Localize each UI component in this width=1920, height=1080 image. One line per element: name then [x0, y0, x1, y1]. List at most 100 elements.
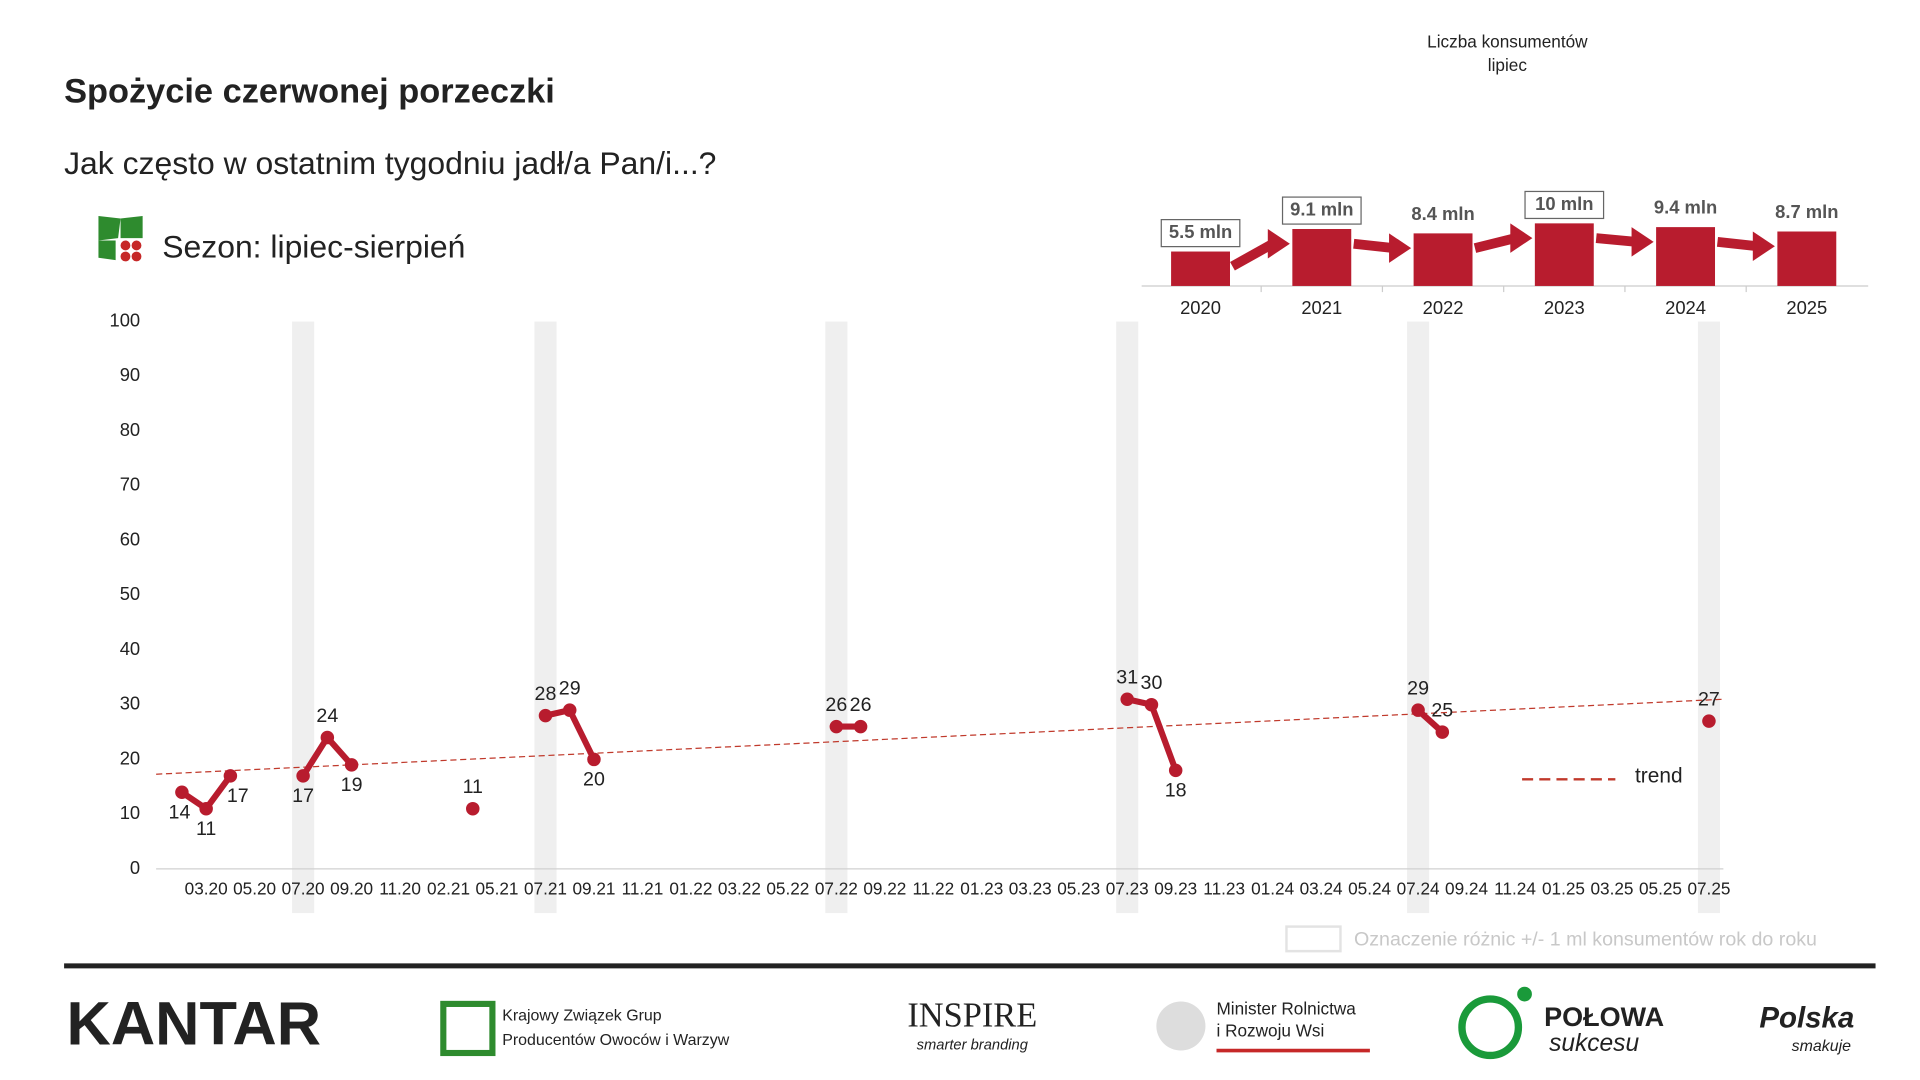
- highlight-legend-label: Oznaczenie różnic +/- 1 ml konsumentów r…: [1354, 928, 1817, 950]
- highlight-band: [1407, 321, 1430, 914]
- inspire-logo: INSPIRE: [907, 997, 1037, 1035]
- bar: [1656, 227, 1716, 286]
- x-tick-label: 07.20: [282, 878, 325, 898]
- x-tick-label: 11.22: [912, 878, 954, 898]
- x-tick-label: 03.25: [1590, 878, 1633, 898]
- y-tick-label: 80: [120, 419, 140, 440]
- data-point: [223, 769, 238, 783]
- polowa-icon: [1458, 995, 1523, 1060]
- highlight-legend-box: [1285, 925, 1342, 953]
- data-label: 25: [1431, 699, 1453, 721]
- data-point: [1411, 703, 1425, 717]
- data-label: 9.4 mln: [1654, 197, 1717, 218]
- bar: [1171, 251, 1230, 286]
- highlight-band: [292, 321, 315, 914]
- x-tick-label: 2022: [1423, 297, 1464, 318]
- x-tick-label: 05.21: [476, 878, 519, 898]
- data-label: 24: [316, 705, 338, 727]
- bar: [1413, 233, 1473, 286]
- data-label: 28: [535, 683, 557, 705]
- mini-arrow: [1353, 238, 1395, 253]
- polowa-icon: [1517, 986, 1532, 1002]
- highlight-band: [1697, 321, 1720, 914]
- data-point: [344, 758, 359, 772]
- x-tick-label: 01.23: [960, 878, 1003, 898]
- x-tick-label: 07.25: [1687, 878, 1730, 898]
- data-label: 14: [169, 801, 191, 823]
- x-tick-label: 02.21: [427, 878, 470, 898]
- data-point: [199, 801, 213, 816]
- y-tick-label: 20: [120, 747, 140, 768]
- polowa-text: POŁOWA: [1544, 1002, 1664, 1032]
- data-label: 19: [341, 774, 363, 796]
- data-label: 8.7 mln: [1775, 201, 1838, 222]
- x-tick-label: 09.21: [572, 878, 615, 898]
- mini-title: Liczba konsumentów: [1427, 31, 1588, 51]
- data-point: [1144, 697, 1159, 712]
- x-tick-label: 09.22: [863, 878, 906, 898]
- trend-line: [156, 698, 1724, 775]
- polska-text: smakuje: [1792, 1038, 1851, 1055]
- data-label: 11: [196, 818, 216, 840]
- data-label: 26: [825, 694, 847, 716]
- data-point: [587, 752, 601, 767]
- mini-arrow: [1230, 239, 1276, 271]
- x-tick-label: 05.22: [766, 878, 809, 898]
- data-label: 9.1 mln: [1290, 198, 1353, 219]
- data-label: 31: [1116, 667, 1138, 689]
- kantar-logo: KANTAR: [67, 990, 321, 1059]
- data-label: 10 mln: [1535, 193, 1593, 214]
- polowa-text: sukcesu: [1549, 1030, 1639, 1057]
- data-label: 17: [292, 785, 314, 807]
- data-point: [175, 785, 189, 800]
- highlight-band: [1116, 321, 1139, 914]
- x-tick-label: 11.23: [1203, 878, 1245, 898]
- x-tick-label: 05.25: [1639, 878, 1682, 898]
- data-point: [466, 801, 480, 816]
- x-tick-label: 03.23: [1009, 878, 1052, 898]
- data-point: [538, 708, 553, 723]
- y-tick-label: 10: [120, 802, 140, 823]
- y-tick-label: 0: [130, 857, 140, 878]
- data-point: [1435, 725, 1450, 739]
- data-label: 5.5 mln: [1169, 221, 1232, 242]
- label-box: [1281, 196, 1362, 225]
- polska-text: Polska: [1759, 1002, 1854, 1035]
- data-point: [853, 719, 868, 734]
- bar: [1777, 231, 1837, 286]
- subtitle: Jak często w ostatnim tygodniu jadł/a Pa…: [64, 145, 716, 181]
- data-point: [320, 730, 335, 745]
- x-tick-label: 07.23: [1106, 878, 1149, 898]
- x-tick-label: 05.24: [1348, 878, 1391, 898]
- highlight-band: [534, 321, 557, 914]
- kzgpow-text: Krajowy Związek Grup: [502, 1007, 662, 1024]
- mini-arrow: [1473, 233, 1517, 253]
- x-tick-label: 2023: [1544, 297, 1585, 318]
- data-point: [1168, 763, 1183, 778]
- highlight-band: [825, 321, 848, 914]
- data-point: [1120, 692, 1134, 706]
- y-tick-label: 50: [120, 583, 140, 604]
- x-tick-label: 11.24: [1494, 878, 1536, 898]
- x-tick-label: 2020: [1180, 297, 1221, 318]
- label-box: [1160, 219, 1241, 248]
- x-tick-label: 01.22: [669, 878, 712, 898]
- mini-subtitle: lipiec: [1488, 55, 1528, 75]
- data-label: 29: [559, 677, 581, 699]
- data-label: 11: [463, 776, 483, 798]
- x-tick-label: 05.23: [1057, 878, 1100, 898]
- mini-arrowhead: [1267, 228, 1290, 259]
- mini-arrow: [1595, 233, 1637, 247]
- x-tick-label: 11.21: [622, 878, 664, 898]
- data-label: 29: [1407, 677, 1429, 699]
- data-label: 8.4 mln: [1411, 203, 1474, 224]
- kzgpow-text: Producentów Owoców i Warzyw: [502, 1032, 730, 1049]
- bar: [1292, 228, 1352, 286]
- x-tick-label: 01.24: [1251, 878, 1294, 898]
- legend-label: trend: [1635, 764, 1683, 787]
- mini-arrowhead: [1631, 227, 1654, 257]
- data-label: 27: [1698, 688, 1720, 710]
- data-point: [829, 719, 844, 734]
